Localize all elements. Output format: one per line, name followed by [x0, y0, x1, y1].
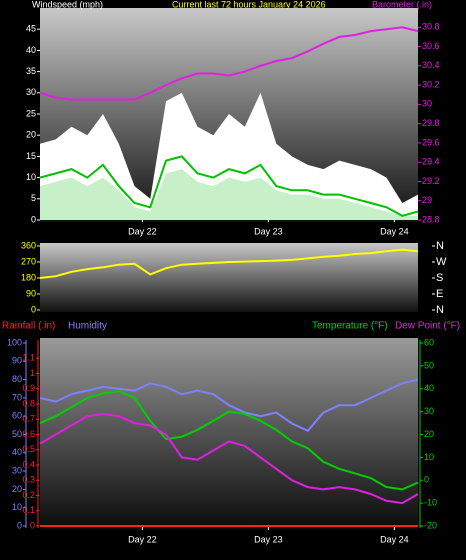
legend-label: Temperature (°F) [312, 321, 388, 332]
line [39, 378, 419, 433]
y-label: Windspeed (mph) [32, 0, 103, 9]
y3-tick-label: 1 [30, 368, 35, 378]
y2-label: Barometer (.in) [372, 0, 432, 9]
y-tick-label: 90 [12, 356, 22, 366]
y2-tick-label: -20 [424, 520, 437, 530]
x-tick-label: Day 24 [380, 226, 409, 236]
line [39, 155, 419, 217]
y2-tick-label: W [436, 256, 447, 268]
y2-tick-label: 29.4 [422, 157, 440, 167]
y-tick-label: 90 [26, 288, 36, 298]
y-tick-label: 15 [26, 151, 36, 161]
y2-tick-label: 30.8 [422, 22, 440, 32]
line [39, 26, 419, 101]
y2-tick-label: 30.6 [422, 41, 440, 51]
y-tick-label: 60 [12, 411, 22, 421]
y-tick-label: 270 [21, 256, 36, 266]
y3-tick-label: 0.5 [22, 444, 35, 454]
y2-tick-label: E [436, 288, 443, 300]
y2-tick-label: 29.6 [422, 137, 440, 147]
y2-tick-label: 20 [424, 429, 434, 439]
y2-tick-label: 30.2 [422, 79, 440, 89]
area [40, 169, 418, 220]
y-tick-label: 20 [26, 130, 36, 140]
y-tick-label: 360 [21, 240, 36, 250]
y2-tick-label: 30 [422, 99, 432, 109]
y3-tick-label: 0.7 [22, 414, 35, 424]
y2-tick-label: N [436, 240, 444, 252]
x-tick-label: Day 23 [254, 534, 283, 544]
y2-tick-label: 60 [424, 337, 434, 347]
y3-tick-label: 0.8 [22, 398, 35, 408]
line [39, 412, 419, 505]
y2-tick-label: 50 [424, 360, 434, 370]
y-tick-label: 0 [31, 304, 36, 314]
y-tick-label: 45 [26, 24, 36, 34]
y-tick-label: 25 [26, 108, 36, 118]
area [40, 92, 418, 220]
y-tick-label: 40 [12, 447, 22, 457]
y-tick-label: 80 [12, 374, 22, 384]
y-tick-label: 20 [12, 484, 22, 494]
x-tick-label: Day 22 [128, 226, 157, 236]
y2-tick-label: N [436, 304, 444, 316]
title: Current last 72 hours January 24 2026 [172, 0, 326, 9]
y3-tick-label: 0.2 [22, 490, 35, 500]
y2-tick-label: 0 [424, 475, 429, 485]
y-tick-label: 30 [12, 465, 22, 475]
y-tick-label: 40 [26, 45, 36, 55]
y-tick-label: 0 [17, 520, 22, 530]
y-tick-label: 10 [26, 172, 36, 182]
x-tick-label: Day 24 [380, 534, 409, 544]
y2-tick-label: 30.4 [422, 60, 440, 70]
y-tick-label: 180 [21, 272, 36, 282]
y2-tick-label: 40 [424, 383, 434, 393]
plot-area [40, 338, 418, 530]
y3-tick-label: 0.3 [22, 475, 35, 485]
y-tick-label: 0 [31, 214, 36, 224]
y2-tick-label: 30 [424, 406, 434, 416]
y-tick-label: 70 [12, 392, 22, 402]
y3-tick-label: 0 [30, 520, 35, 530]
legend-label: Rainfall (.in) [2, 321, 55, 332]
x-tick-label: Day 22 [128, 534, 157, 544]
y3-tick-label: 0.4 [22, 459, 35, 469]
y2-tick-label: 29.2 [422, 176, 440, 186]
y-tick-label: 30 [26, 87, 36, 97]
legend-label: Humidity [68, 321, 107, 332]
y-tick-label: 35 [26, 66, 36, 76]
line [39, 248, 419, 279]
y2-tick-label: 28.8 [422, 214, 440, 224]
y2-tick-label: 29.8 [422, 118, 440, 128]
y3-tick-label: 1.1 [22, 353, 35, 363]
y-tick-label: 5 [31, 193, 36, 203]
y-tick-label: 50 [12, 429, 22, 439]
y3-tick-label: 0.9 [22, 383, 35, 393]
y2-tick-label: -10 [424, 498, 437, 508]
y2-tick-label: 10 [424, 452, 434, 462]
y3-tick-label: 0.1 [22, 505, 35, 515]
legend-label: Dew Point (°F) [395, 321, 460, 332]
x-tick-label: Day 23 [254, 226, 283, 236]
line [39, 389, 419, 491]
y2-tick-label: S [436, 272, 443, 284]
y2-tick-label: 29 [422, 195, 432, 205]
y-tick-label: 100 [7, 337, 22, 347]
y-tick-label: 10 [12, 502, 22, 512]
y3-tick-label: 0.6 [22, 429, 35, 439]
